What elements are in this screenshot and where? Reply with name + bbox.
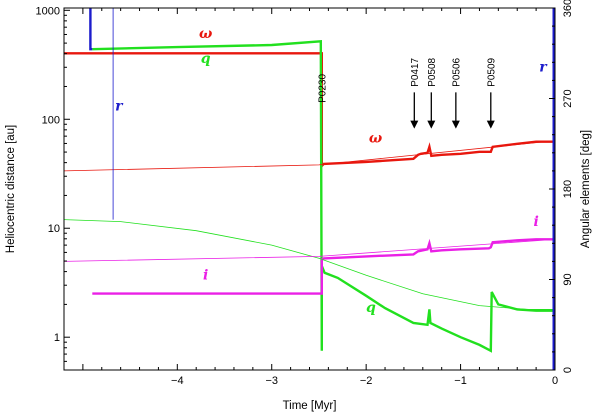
series-label-i: i: [533, 214, 538, 230]
x-tick-label: −4: [171, 375, 184, 387]
x-tick-label: −3: [265, 375, 278, 387]
y-left-tick-label: 1000: [36, 5, 60, 17]
x-axis-title: Time [Myr]: [283, 400, 337, 412]
annotation-arrow-head: [451, 120, 460, 129]
series-line-i: [92, 238, 555, 295]
series-label-r: r: [115, 99, 124, 115]
series-label-q: q: [366, 300, 376, 316]
series-line-i-thin: [64, 238, 555, 262]
x-tick-label: 0: [552, 375, 558, 387]
y-left-tick-label: 100: [42, 114, 60, 126]
series-label-omega: ω: [199, 26, 213, 42]
annotation-layer: P0230 P0417 P0508 P0506 P0509: [317, 57, 497, 129]
y-right-tick-label: 360: [562, 0, 574, 17]
series-line-omega-thin: [64, 140, 555, 172]
series-line-q-thin: [64, 219, 555, 310]
series-label-r: r: [539, 59, 548, 75]
annotation-arrow-head: [410, 120, 419, 129]
annotation-label: P0509: [486, 57, 497, 86]
y-axis-right-title: Angular elements [deg]: [580, 130, 592, 248]
y-right-tick-label: 270: [562, 89, 574, 107]
y-right-tick-label: 90: [562, 273, 574, 285]
x-tick-label: −2: [360, 375, 373, 387]
annotation-arrow-head: [486, 120, 495, 129]
y-left-tick-label: 1: [54, 332, 60, 344]
y-axis-left-title: Heliocentric distance [au]: [5, 125, 17, 253]
annotation-label: P0508: [427, 57, 438, 86]
y-left-tick-label: 10: [48, 223, 60, 235]
annotation-label: P0506: [451, 57, 462, 86]
y-right-tick-label: 0: [562, 367, 574, 373]
series-line-q: [92, 40, 555, 353]
series-line-r: [89, 8, 93, 51]
x-tick-label: −1: [454, 375, 467, 387]
annotation-arrow-head: [427, 120, 436, 129]
series-label-q: q: [201, 51, 211, 67]
annotation-label: P0230: [317, 74, 328, 103]
series-label-i: i: [203, 268, 208, 284]
axis-layer: −4 −3 −2 −1 0 1 10 100 1000 0 90 180 270 360: [36, 0, 574, 387]
annotation-label: P0417: [410, 57, 421, 86]
series-label-omega: ω: [369, 131, 383, 147]
y-right-tick-label: 180: [562, 180, 574, 198]
